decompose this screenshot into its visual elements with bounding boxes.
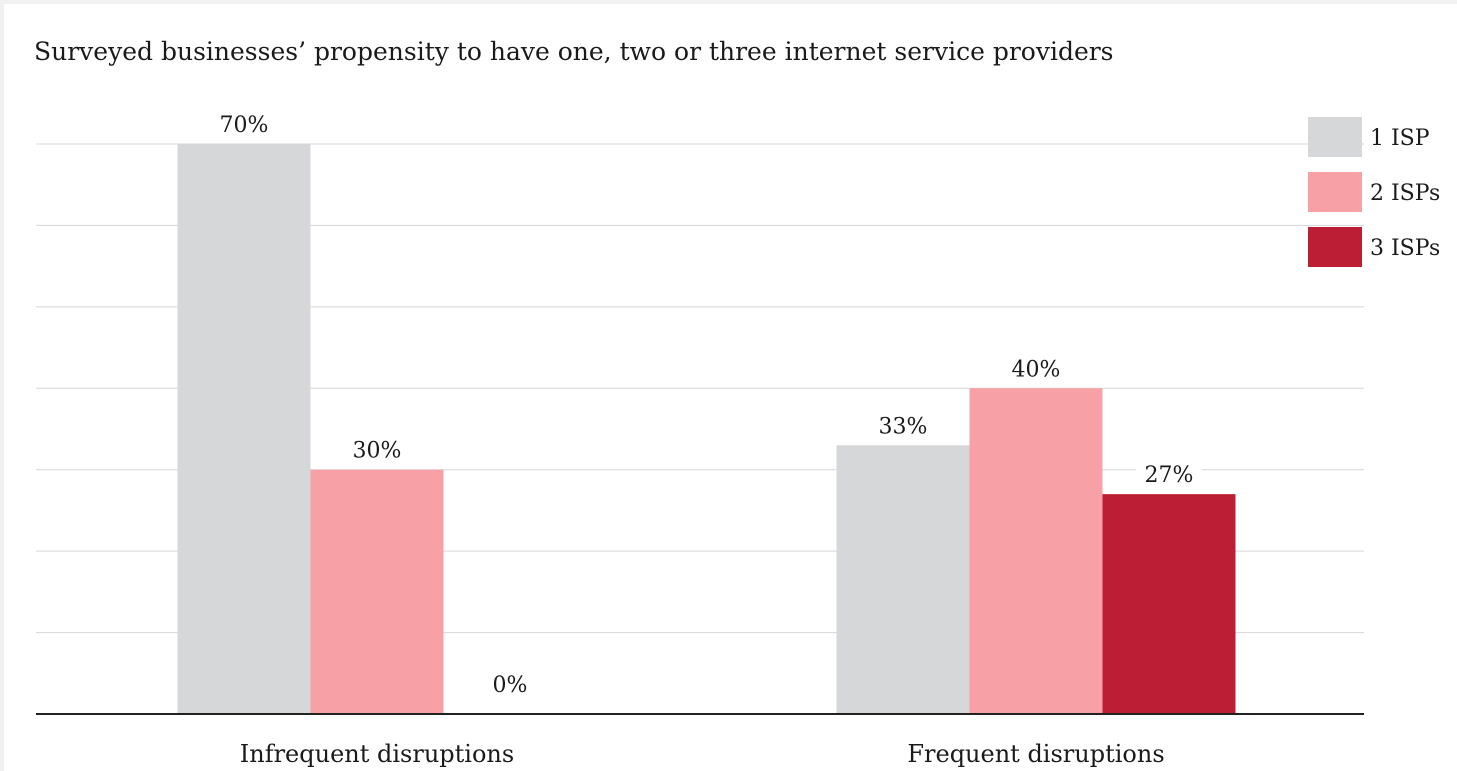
legend: 1 ISP 2 ISPs 3 ISPs — [1308, 117, 1440, 267]
bar — [836, 445, 970, 714]
category-label: Frequent disruptions — [907, 740, 1164, 768]
chart-frame: Surveyed businesses’ propensity to have … — [4, 4, 1457, 771]
bar — [969, 388, 1103, 714]
category-label: Infrequent disruptions — [240, 740, 514, 768]
bar — [177, 144, 311, 714]
bar — [310, 469, 444, 714]
data-label-bg — [211, 109, 277, 139]
legend-label: 3 ISPs — [1370, 236, 1440, 261]
data-label: 70% — [220, 113, 269, 138]
chart-title: Surveyed businesses’ propensity to have … — [34, 37, 1114, 66]
legend-swatch — [1308, 227, 1362, 267]
bar — [1102, 494, 1236, 714]
bar-chart: Surveyed businesses’ propensity to have … — [34, 37, 1440, 768]
data-label: 33% — [879, 414, 928, 439]
legend-label: 2 ISPs — [1370, 181, 1440, 206]
category-labels: Infrequent disruptions Frequent disruptio… — [240, 740, 1165, 768]
data-label-bg — [477, 669, 543, 699]
legend-label: 1 ISP — [1370, 126, 1430, 151]
data-label-bg — [344, 434, 410, 465]
data-label: 40% — [1012, 357, 1061, 382]
data-labels: 70% 33% 30% 40% 0% 27% — [211, 109, 1202, 699]
data-label: 27% — [1145, 463, 1194, 488]
legend-swatch — [1308, 172, 1362, 212]
data-label: 0% — [493, 673, 528, 698]
data-label-bg — [870, 410, 936, 441]
data-label: 30% — [353, 439, 402, 464]
bars — [177, 144, 1236, 714]
data-label-bg — [1136, 459, 1202, 490]
legend-swatch — [1308, 117, 1362, 157]
data-label-bg — [1003, 353, 1069, 384]
